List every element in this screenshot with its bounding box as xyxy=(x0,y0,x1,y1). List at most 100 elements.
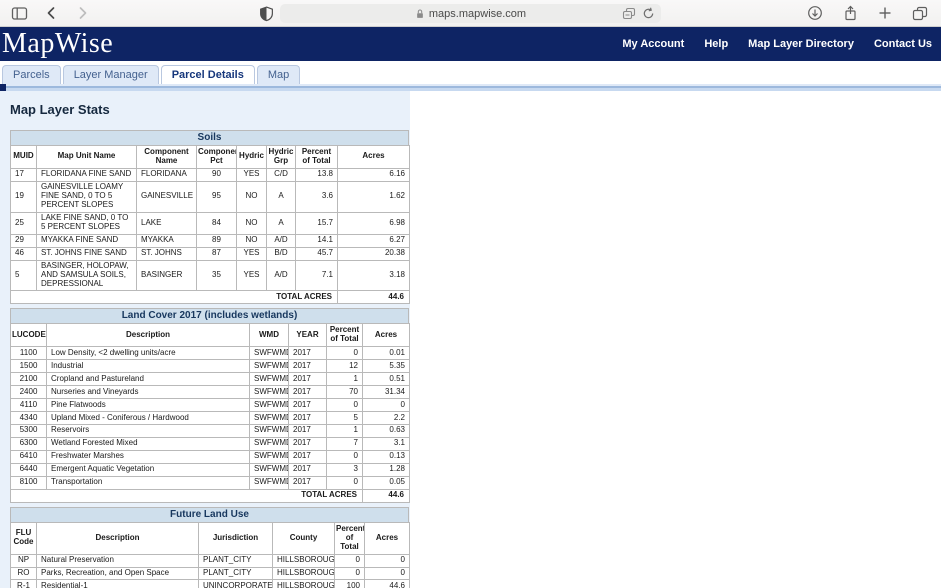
cell: 2400 xyxy=(11,386,47,399)
section-header-landcover: Land Cover 2017 (includes wetlands) xyxy=(10,308,409,323)
cell: 13.8 xyxy=(296,168,338,181)
cell: YES xyxy=(237,168,267,181)
cell: PLANT_CITY xyxy=(199,567,273,580)
cell: 2.2 xyxy=(363,412,410,425)
cell: 44.6 xyxy=(365,580,410,588)
cell: MYAKKA FINE SAND xyxy=(37,234,137,247)
cell: 0 xyxy=(365,567,410,580)
site-logo[interactable]: MapWise xyxy=(0,29,113,59)
cell: SWFWMD xyxy=(250,399,289,412)
cell: 84 xyxy=(197,212,237,234)
cell: 8100 xyxy=(11,476,47,489)
cell: 1 xyxy=(327,424,363,437)
tab-parcels[interactable]: Parcels xyxy=(2,65,61,84)
cell: ST. JOHNS FINE SAND xyxy=(37,247,137,260)
cell: 0 xyxy=(327,347,363,360)
section-header-flu: Future Land Use xyxy=(10,507,409,522)
cell: 1100 xyxy=(11,347,47,360)
cell: 5 xyxy=(327,412,363,425)
cell: 90 xyxy=(197,168,237,181)
downloads-button[interactable] xyxy=(802,2,828,24)
total-row: TOTAL ACRES44.6 xyxy=(11,291,410,304)
cell: 15.7 xyxy=(296,212,338,234)
cell: 3.1 xyxy=(363,437,410,450)
cell: 6410 xyxy=(11,450,47,463)
browser-window: maps.mapwise.com xyxy=(0,0,941,588)
cell: 29 xyxy=(11,234,37,247)
table-row: 19GAINESVILLE LOAMY FINE SAND, 0 TO 5 PE… xyxy=(11,181,410,212)
reload-icon[interactable] xyxy=(642,7,655,20)
column-header: County xyxy=(273,522,335,554)
tab-bottom-strip xyxy=(0,84,941,91)
cell: B/D xyxy=(267,247,296,260)
tab-parcel-details[interactable]: Parcel Details xyxy=(161,65,255,84)
back-button[interactable] xyxy=(38,2,64,24)
column-header: Hydric Grp xyxy=(267,146,296,169)
privacy-shield-icon[interactable] xyxy=(253,3,279,25)
address-bar[interactable]: maps.mapwise.com xyxy=(280,4,661,23)
column-header: FLU Code xyxy=(11,522,37,554)
tab-overview-button[interactable] xyxy=(907,2,933,24)
cell: 0.05 xyxy=(363,476,410,489)
table-row: ROParks, Recreation, and Open SpacePLANT… xyxy=(11,567,410,580)
cell: BASINGER xyxy=(137,260,197,291)
cell: 5.35 xyxy=(363,360,410,373)
cell: Reservoirs xyxy=(47,424,250,437)
column-header: Acres xyxy=(365,522,410,554)
cell: 7.1 xyxy=(296,260,338,291)
cell: 1.62 xyxy=(338,181,410,212)
tab-layer-manager[interactable]: Layer Manager xyxy=(63,65,159,84)
header-row: MUIDMap Unit NameComponent NameComponent… xyxy=(11,146,410,169)
table-row: 6410Freshwater MarshesSWFWMD201700.13 xyxy=(11,450,410,463)
cell: 3.18 xyxy=(338,260,410,291)
cell: A/D xyxy=(267,260,296,291)
cell: Low Density, <2 dwelling units/acre xyxy=(47,347,250,360)
tables-container: SoilsMUIDMap Unit NameComponent NameComp… xyxy=(10,130,410,588)
total-value: 44.6 xyxy=(338,291,410,304)
cell: SWFWMD xyxy=(250,360,289,373)
cell: 2017 xyxy=(289,412,327,425)
cell: BASINGER, HOLOPAW, AND SAMSULA SOILS, DE… xyxy=(37,260,137,291)
column-header: Component Pct xyxy=(197,146,237,169)
cell: 0 xyxy=(335,567,365,580)
cell: SWFWMD xyxy=(250,476,289,489)
cell: 2017 xyxy=(289,450,327,463)
column-header: WMD xyxy=(250,324,289,347)
nav-map-layer-directory[interactable]: Map Layer Directory xyxy=(748,38,854,50)
cell: 4110 xyxy=(11,399,47,412)
translate-icon[interactable] xyxy=(622,7,636,20)
sidebar-toggle-button[interactable] xyxy=(6,2,32,24)
cell: 0.63 xyxy=(363,424,410,437)
column-header: Percent of Total xyxy=(327,324,363,347)
cell: 46 xyxy=(11,247,37,260)
cell: FLORIDANA FINE SAND xyxy=(37,168,137,181)
nav-my-account[interactable]: My Account xyxy=(622,38,684,50)
new-tab-button[interactable] xyxy=(872,2,898,24)
cell: FLORIDANA xyxy=(137,168,197,181)
nav-help[interactable]: Help xyxy=(704,38,728,50)
column-header: Acres xyxy=(363,324,410,347)
cell: Natural Preservation xyxy=(37,554,199,567)
tab-map[interactable]: Map xyxy=(257,65,300,84)
cell: Upland Mixed - Coniferous / Hardwood xyxy=(47,412,250,425)
cell: 14.1 xyxy=(296,234,338,247)
section-flu: Future Land UseFLU CodeDescriptionJurisd… xyxy=(10,507,410,588)
column-header: Map Unit Name xyxy=(37,146,137,169)
cell: 6440 xyxy=(11,463,47,476)
column-header: Description xyxy=(37,522,199,554)
cell: Emergent Aquatic Vegetation xyxy=(47,463,250,476)
nav-contact-us[interactable]: Contact Us xyxy=(874,38,932,50)
cell: 89 xyxy=(197,234,237,247)
share-button[interactable] xyxy=(837,2,863,24)
cell: 1500 xyxy=(11,360,47,373)
cell: UNINCORPORATED xyxy=(199,580,273,588)
cell: 0 xyxy=(365,554,410,567)
table-row: 5BASINGER, HOLOPAW, AND SAMSULA SOILS, D… xyxy=(11,260,410,291)
table-row: 46ST. JOHNS FINE SANDST. JOHNS87YESB/D45… xyxy=(11,247,410,260)
cell: 20.38 xyxy=(338,247,410,260)
cell: NO xyxy=(237,212,267,234)
cell: NP xyxy=(11,554,37,567)
forward-button[interactable] xyxy=(70,2,96,24)
column-header: Acres xyxy=(338,146,410,169)
browser-toolbar: maps.mapwise.com xyxy=(0,0,941,27)
